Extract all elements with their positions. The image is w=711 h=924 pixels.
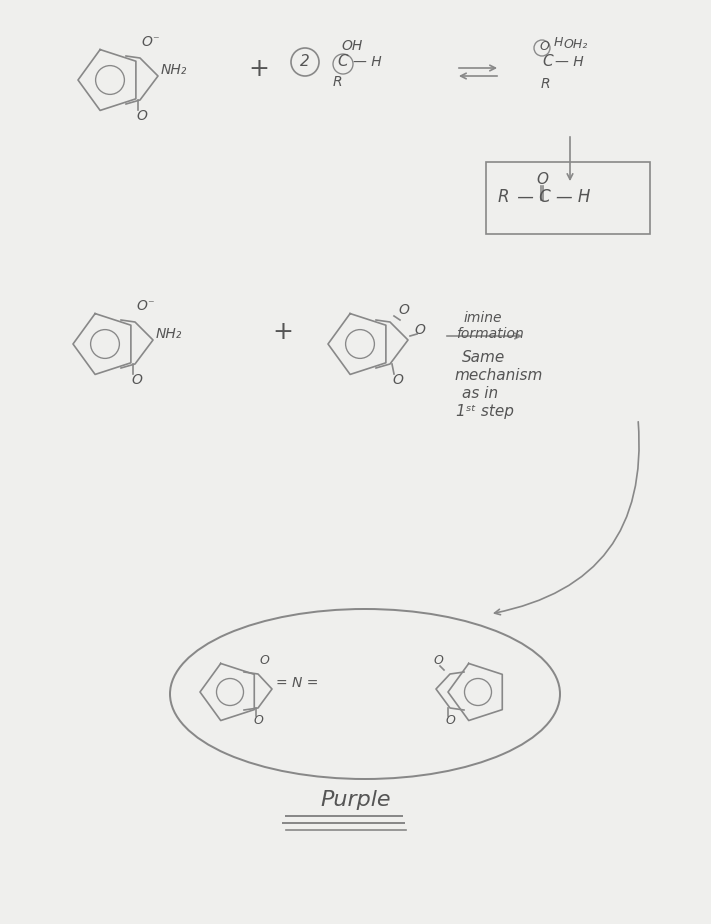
Text: R: R (333, 75, 343, 89)
Text: O: O (260, 654, 270, 667)
Text: O: O (398, 303, 409, 317)
Text: O: O (254, 714, 264, 727)
Text: ⁻: ⁻ (147, 298, 154, 311)
Text: OH₂: OH₂ (564, 38, 588, 51)
Text: O: O (136, 299, 147, 313)
Text: 1ˢᵗ step: 1ˢᵗ step (456, 404, 514, 419)
Text: O: O (392, 373, 403, 387)
Text: O: O (446, 714, 456, 727)
Text: NH₂: NH₂ (161, 63, 188, 77)
Text: mechanism: mechanism (454, 368, 542, 383)
Text: O: O (131, 373, 142, 387)
Text: O: O (141, 35, 152, 49)
Text: Same: Same (462, 350, 506, 365)
Text: O: O (414, 323, 425, 337)
Text: +: + (272, 320, 293, 344)
Text: OH: OH (341, 39, 362, 53)
Text: imine: imine (464, 311, 503, 325)
Text: O: O (536, 172, 548, 187)
Text: R: R (498, 188, 510, 206)
Text: O: O (136, 109, 147, 123)
Text: formation: formation (456, 327, 524, 341)
Text: O: O (539, 40, 549, 53)
Text: C: C (337, 54, 348, 69)
Text: as in: as in (462, 386, 498, 401)
Text: +: + (248, 57, 269, 81)
Text: C: C (542, 54, 552, 69)
Text: ⁻: ⁻ (152, 34, 159, 47)
Text: H: H (554, 36, 563, 49)
Text: O: O (434, 654, 444, 667)
Text: — H: — H (353, 55, 382, 69)
Text: 2: 2 (300, 55, 310, 69)
Text: — C — H: — C — H (512, 188, 590, 206)
Text: R: R (541, 77, 550, 91)
Text: Purple: Purple (320, 790, 390, 810)
Text: — H: — H (555, 55, 584, 69)
Text: NH₂: NH₂ (156, 327, 183, 341)
Text: = N =: = N = (276, 676, 319, 690)
